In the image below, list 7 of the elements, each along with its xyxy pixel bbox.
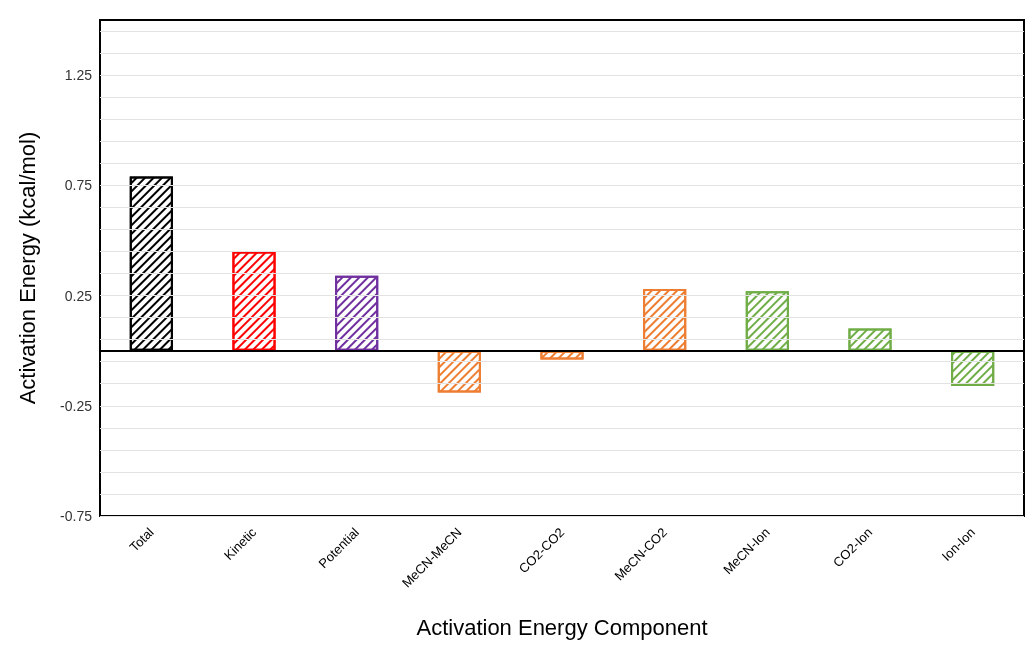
x-axis-title: Activation Energy Component bbox=[416, 614, 708, 640]
y-tick-label: 0.25 bbox=[64, 287, 93, 304]
y-tick-label: -0.75 bbox=[60, 508, 93, 524]
y-tick-label: -0.25 bbox=[60, 397, 93, 414]
y-axis-title: Activation Energy (kcal/mol) bbox=[14, 131, 40, 405]
y-tick-label: 1.25 bbox=[64, 67, 93, 84]
y-tick-label: 0.75 bbox=[64, 177, 93, 194]
